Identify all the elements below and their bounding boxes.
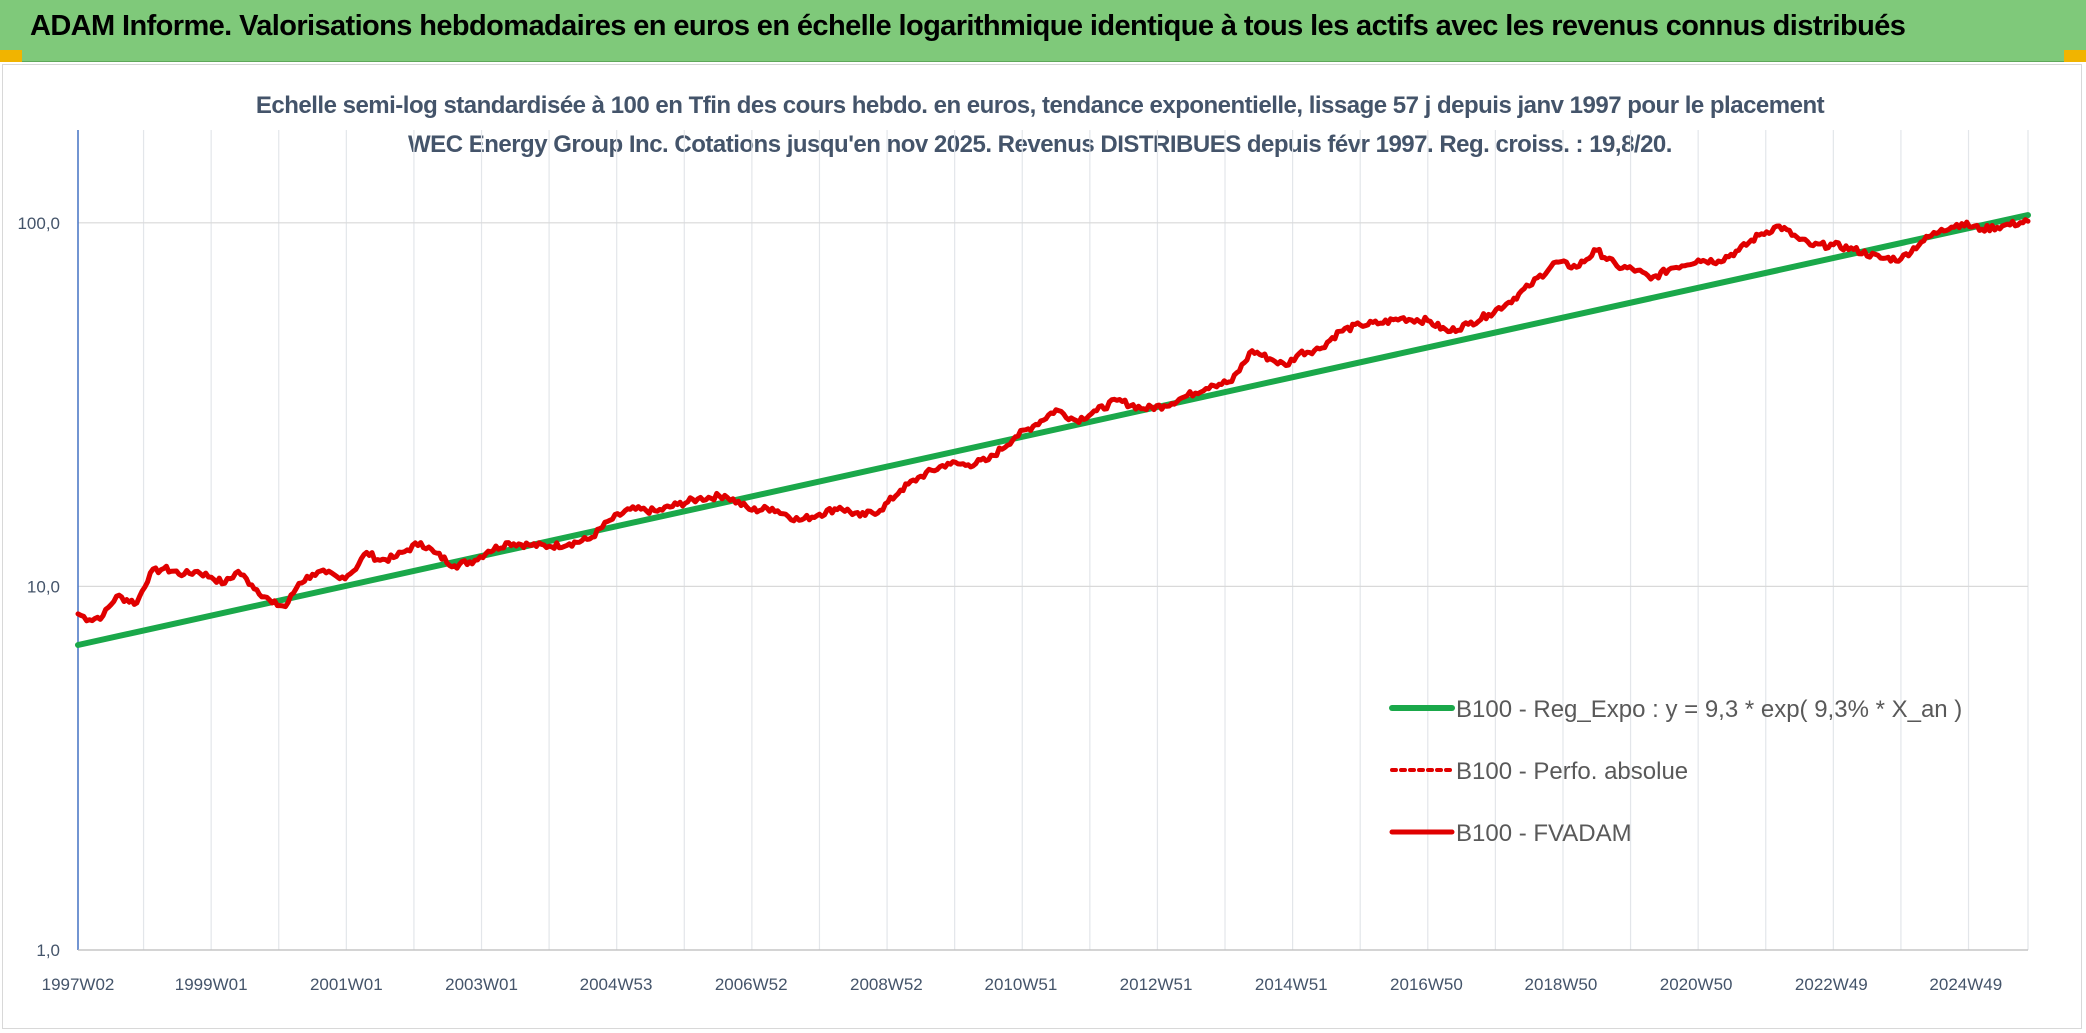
y-tick-label: 10,0 [27, 577, 60, 596]
grid [78, 130, 2029, 951]
x-tick-label: 2008W52 [850, 975, 923, 994]
y-tick-label: 100,0 [17, 214, 60, 233]
x-tick-label: 2010W51 [985, 975, 1058, 994]
report-banner: ADAM Informe. Valorisations hebdomadaire… [0, 0, 2086, 62]
x-tick-label: 2003W01 [445, 975, 518, 994]
x-tick-label: 2012W51 [1120, 975, 1193, 994]
x-tick-label: 2018W50 [1525, 975, 1598, 994]
corner-marker-left [0, 50, 22, 62]
legend-entry: B100 - FVADAM [1456, 820, 1632, 847]
legend-entry: B100 - Reg_Expo : y = 9,3 * exp( 9,3% * … [1456, 696, 1962, 723]
x-tick-label: 2016W50 [1390, 975, 1463, 994]
x-tick-label: 2022W49 [1795, 975, 1868, 994]
x-tick-label: 1997W02 [42, 975, 115, 994]
x-tick-label: 2004W53 [580, 975, 653, 994]
x-tick-label: 2024W49 [1929, 975, 2002, 994]
axes: 1,0 10,0 100,0 1997W02 1999W01 2001W01 2003W01… [17, 130, 2028, 994]
legend: B100 - Reg_Expo : y = 9,3 * exp( 9,3% * … [1389, 696, 1962, 847]
y-tick-label: 1,0 [36, 941, 60, 960]
x-tick-label: 2020W50 [1660, 975, 1733, 994]
series [75, 212, 2031, 648]
legend-entry: B100 - Perfo. absolue [1456, 758, 1688, 785]
series-line-0 [75, 212, 2031, 648]
report-title: ADAM Informe. Valorisations hebdomadaire… [30, 10, 1906, 42]
chart-area [2, 64, 2082, 1029]
series-line-2 [75, 217, 2031, 624]
corner-marker-right [2064, 50, 2086, 62]
x-tick-label: 2006W52 [715, 975, 788, 994]
x-tick-label: 2014W51 [1255, 975, 1328, 994]
chart-subtitle: Echelle semi-log standardisée à 100 en T… [255, 92, 1825, 158]
x-tick-label: 1999W01 [175, 975, 248, 994]
x-tick-label: 2001W01 [310, 975, 383, 994]
